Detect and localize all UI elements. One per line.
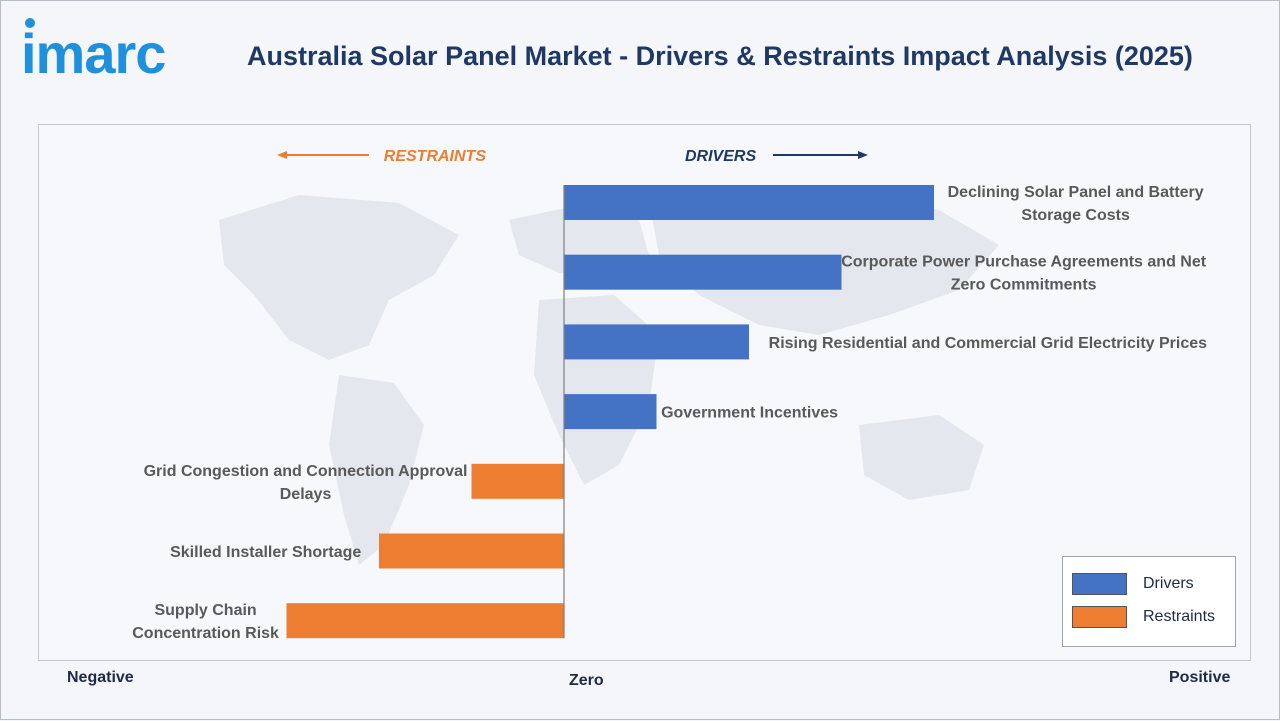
bar-label-line: Declining Solar Panel and Battery	[948, 184, 1204, 201]
axis-negative-label: Negative	[67, 669, 134, 686]
bar-label-3: Rising Residential and Commercial Grid E…	[769, 335, 1207, 352]
bar-restraints-6	[379, 533, 564, 569]
legend-item-restraints: Restraints	[1072, 606, 1215, 628]
bar-label-1: Declining Solar Panel and Battery Storage…	[948, 184, 1204, 224]
drivers-direction-label: DRIVERS	[685, 148, 756, 165]
bar-label-7: Supply Chain Concentration Risk	[132, 602, 279, 642]
legend-swatch-restraints	[1072, 606, 1127, 628]
legend: Drivers Restraints	[1062, 556, 1236, 647]
bar-label-line: Skilled Installer Shortage	[170, 544, 361, 561]
chart-title: Australia Solar Panel Market - Drivers &…	[247, 41, 1193, 71]
bar-drivers-3	[564, 324, 749, 360]
bar-label-line: Rising Residential and Commercial Grid E…	[769, 335, 1207, 352]
bar-label-line: Corporate Power Purchase Agreements and …	[841, 254, 1207, 271]
restraints-arrow-head	[277, 151, 287, 159]
restraints-direction-label: RESTRAINTS	[384, 148, 487, 165]
drivers-arrow-head	[858, 151, 868, 159]
bar-label-line: Delays	[280, 486, 332, 503]
legend-label-restraints: Restraints	[1143, 608, 1216, 625]
bar-label-line: Grid Congestion and Connection Approval	[144, 463, 468, 480]
bar-drivers-1	[564, 185, 934, 220]
bar-label-line: Zero Commitments	[951, 277, 1097, 294]
bar-label-line: Government Incentives	[661, 405, 838, 422]
bar-restraints-5	[471, 463, 564, 499]
bar-label-2: Corporate Power Purchase Agreements and …	[841, 254, 1207, 294]
bar-drivers-4	[564, 394, 657, 430]
bar-label-line: Storage Costs	[1021, 207, 1130, 224]
bar-label-4: Government Incentives	[661, 405, 838, 422]
imarc-logo: imarc	[21, 13, 206, 85]
bar-label-line: Concentration Risk	[132, 625, 279, 642]
bar-label-5: Grid Congestion and Connection Approval D…	[144, 463, 468, 503]
bar-label-6: Skilled Installer Shortage	[170, 544, 361, 561]
legend-item-drivers: Drivers	[1072, 573, 1194, 595]
logo-text: imarc	[21, 22, 165, 85]
axis-zero-label: Zero	[569, 672, 604, 689]
legend-swatch-drivers	[1072, 573, 1127, 595]
bar-drivers-2	[564, 254, 842, 290]
legend-label-drivers: Drivers	[1143, 575, 1194, 592]
axis-positive-label: Positive	[1169, 669, 1231, 686]
bar-label-line: Supply Chain	[154, 602, 256, 619]
bar-restraints-7	[286, 603, 564, 639]
